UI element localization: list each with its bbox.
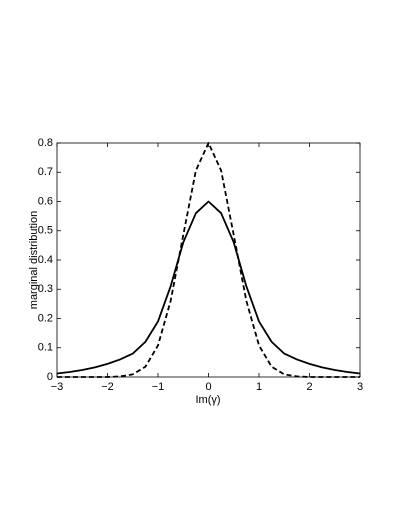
y-axis-label: marginal distribution	[28, 211, 40, 309]
y-tick-label: 0.1	[38, 342, 53, 354]
y-tick-label: 0.3	[38, 283, 53, 295]
x-tick-label: −1	[152, 381, 165, 393]
x-tick-label: 1	[256, 381, 262, 393]
y-tick-label: 0.5	[38, 225, 53, 237]
y-tick-label: 0.2	[38, 312, 53, 324]
line-series	[57, 142, 360, 378]
x-tick-label: 0	[205, 381, 211, 393]
y-tick-label: 0.8	[38, 137, 53, 149]
y-tick-label: 0.6	[38, 195, 53, 207]
y-tick-label: 0	[47, 371, 53, 383]
x-tick-label: −3	[51, 381, 64, 393]
y-tick-label: 0.4	[38, 254, 53, 266]
plot-frame	[56, 142, 361, 378]
y-tick-label: 0.7	[38, 166, 53, 178]
line-series	[56, 200, 361, 375]
x-tick-label: 3	[357, 381, 363, 393]
x-tick-label: −2	[101, 381, 114, 393]
x-axis-label: Im(γ)	[195, 394, 220, 406]
x-tick-label: 2	[306, 381, 312, 393]
